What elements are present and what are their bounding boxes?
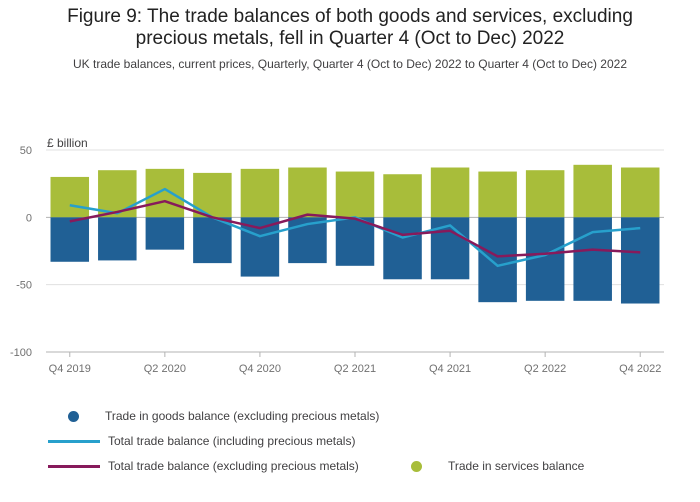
- chart-title-line-2: precious metals, fell in Quarter 4 (Oct …: [135, 28, 565, 49]
- x-tick-label: Q2 2022: [524, 363, 566, 375]
- legend-services-label: Trade in services balance: [448, 459, 585, 473]
- y-tick-label: 0: [26, 212, 32, 224]
- legend-total-incl-label: Total trade balance (including precious …: [108, 434, 356, 448]
- chart-subtitle: UK trade balances, current prices, Quart…: [72, 57, 627, 71]
- legend-total-incl-swatch: [48, 439, 100, 443]
- legend-item-total-excl[interactable]: Total trade balance (excluding precious …: [48, 459, 359, 473]
- legend-services-swatch: [411, 460, 422, 472]
- goods-bar: [620, 217, 660, 304]
- y-tick-label: 50: [20, 145, 32, 157]
- services-bar: [145, 168, 185, 218]
- x-tick-label: Q4 2019: [49, 363, 91, 375]
- legend-item-services[interactable]: Trade in services balance: [411, 459, 584, 473]
- legend-goods-swatch: [68, 410, 79, 422]
- legend-item-total-incl[interactable]: Total trade balance (including precious …: [48, 434, 355, 448]
- x-tick-label: Q4 2022: [619, 363, 661, 375]
- x-tick-label: Q4 2020: [239, 363, 281, 375]
- legend-goods-label: Trade in goods balance (excluding precio…: [105, 409, 380, 423]
- goods-bar: [478, 217, 517, 303]
- goods-bar: [383, 217, 422, 280]
- services-bar: [240, 168, 280, 218]
- legend-total-excl-label: Total trade balance (excluding precious …: [108, 459, 359, 473]
- services-bar: [620, 167, 660, 218]
- services-bar: [478, 171, 517, 218]
- goods-bar: [335, 217, 375, 266]
- goods-bar: [98, 217, 137, 261]
- x-tick-label: Q2 2021: [334, 363, 376, 375]
- services-bar: [573, 164, 612, 218]
- total-incl-line: [69, 187, 641, 268]
- legend-total-excl-swatch: [48, 464, 100, 468]
- y-tick-label: -50: [16, 280, 32, 292]
- services-bar: [383, 174, 422, 218]
- chart-title-line-1: Figure 9: The trade balances of both goo…: [67, 6, 633, 27]
- total-excl-line: [69, 199, 641, 258]
- x-tick-label: Q4 2021: [429, 363, 471, 375]
- goods-bar: [50, 217, 90, 262]
- x-tick-label: Q2 2020: [144, 363, 186, 375]
- services-bar: [288, 167, 327, 218]
- goods-bar: [145, 217, 185, 250]
- services-bar: [525, 170, 565, 218]
- chart-title: Figure 9: The trade balances of both goo…: [0, 6, 700, 50]
- y-tick-label: -100: [10, 347, 32, 359]
- services-bar: [50, 176, 90, 218]
- services-bar: [335, 171, 375, 218]
- goods-bar: [193, 217, 232, 264]
- legend-item-goods[interactable]: Trade in goods balance (excluding precio…: [68, 409, 379, 423]
- services-bar: [430, 167, 470, 218]
- y-axis-label: £ billion: [47, 136, 88, 150]
